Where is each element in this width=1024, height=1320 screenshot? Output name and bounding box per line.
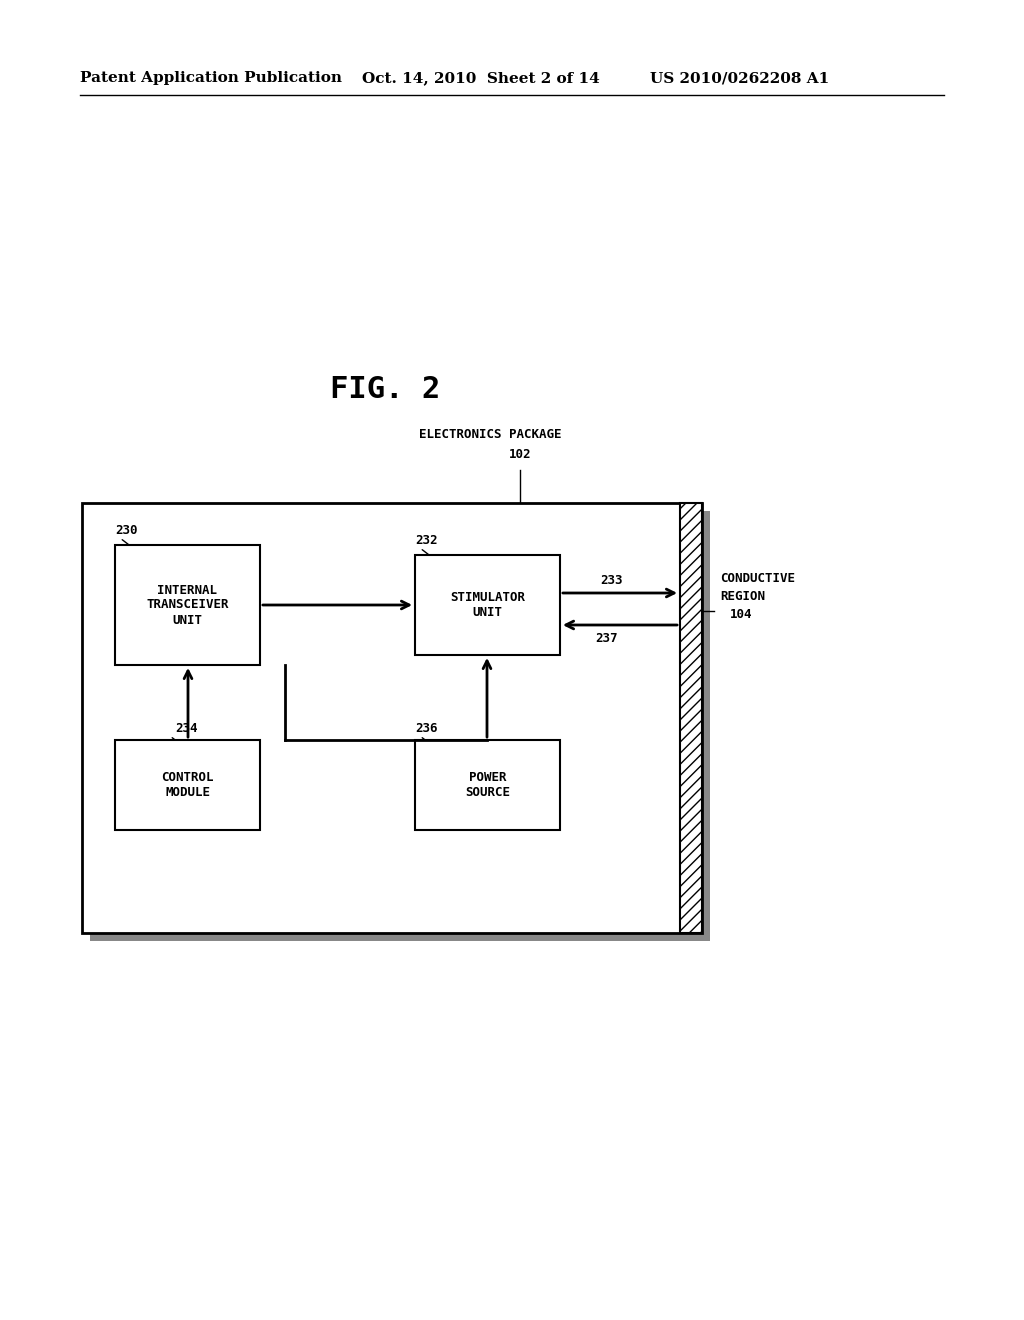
Text: POWER
SOURCE: POWER SOURCE	[465, 771, 510, 799]
Text: 230: 230	[115, 524, 137, 536]
Text: STIMULATOR
UNIT: STIMULATOR UNIT	[450, 591, 525, 619]
Bar	[415, 741, 560, 830]
Text: 102: 102	[509, 449, 531, 462]
Text: ELECTRONICS PACKAGE: ELECTRONICS PACKAGE	[419, 429, 561, 441]
Bar	[115, 545, 260, 665]
Bar	[415, 554, 560, 655]
Text: CONTROL
MODULE: CONTROL MODULE	[161, 771, 214, 799]
Text: Patent Application Publication: Patent Application Publication	[80, 71, 342, 84]
Text: 237: 237	[595, 631, 617, 644]
Text: REGION: REGION	[720, 590, 765, 602]
Bar	[82, 503, 702, 933]
Text: 234: 234	[175, 722, 198, 734]
Text: 104: 104	[730, 607, 753, 620]
Text: CONDUCTIVE: CONDUCTIVE	[720, 572, 795, 585]
Bar	[680, 503, 702, 933]
Text: FIG. 2: FIG. 2	[330, 375, 440, 404]
Text: 233: 233	[600, 573, 623, 586]
Bar	[702, 511, 710, 941]
Text: 232: 232	[415, 533, 437, 546]
Text: 236: 236	[415, 722, 437, 734]
Bar	[90, 933, 710, 941]
Text: US 2010/0262208 A1: US 2010/0262208 A1	[650, 71, 829, 84]
Bar	[115, 741, 260, 830]
Text: Oct. 14, 2010  Sheet 2 of 14: Oct. 14, 2010 Sheet 2 of 14	[362, 71, 600, 84]
Text: INTERNAL
TRANSCEIVER
UNIT: INTERNAL TRANSCEIVER UNIT	[146, 583, 228, 627]
